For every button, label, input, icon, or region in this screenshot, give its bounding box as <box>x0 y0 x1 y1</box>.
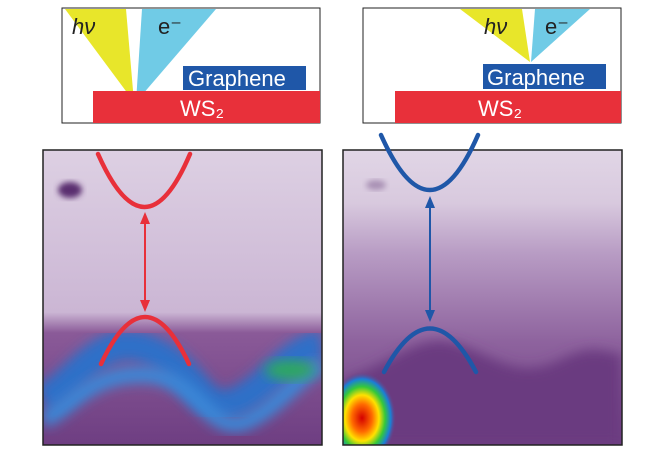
electron-label: e⁻ <box>158 14 182 39</box>
photon-label: hν <box>484 14 507 39</box>
arrowhead <box>425 310 435 322</box>
arpes-right <box>343 150 622 445</box>
frame <box>42 149 323 446</box>
electron-label: e⁻ <box>545 14 569 39</box>
ws2-label: WS₂ <box>478 96 522 121</box>
photon-label: hν <box>72 14 95 39</box>
frame <box>342 149 623 446</box>
arpes-left <box>43 150 322 445</box>
bands-right <box>378 132 481 375</box>
schematic-right: hν e⁻ Graphene WS₂ <box>362 7 622 124</box>
graphene-label: Graphene <box>487 65 585 90</box>
arrowhead <box>140 212 150 224</box>
schematic-left: hν e⁻ Graphene WS₂ <box>61 7 321 124</box>
bands-left <box>95 151 193 367</box>
graphene-label: Graphene <box>188 66 286 91</box>
ws2-label: WS₂ <box>180 96 224 121</box>
arrowhead <box>140 300 150 312</box>
arrowhead <box>425 196 435 208</box>
